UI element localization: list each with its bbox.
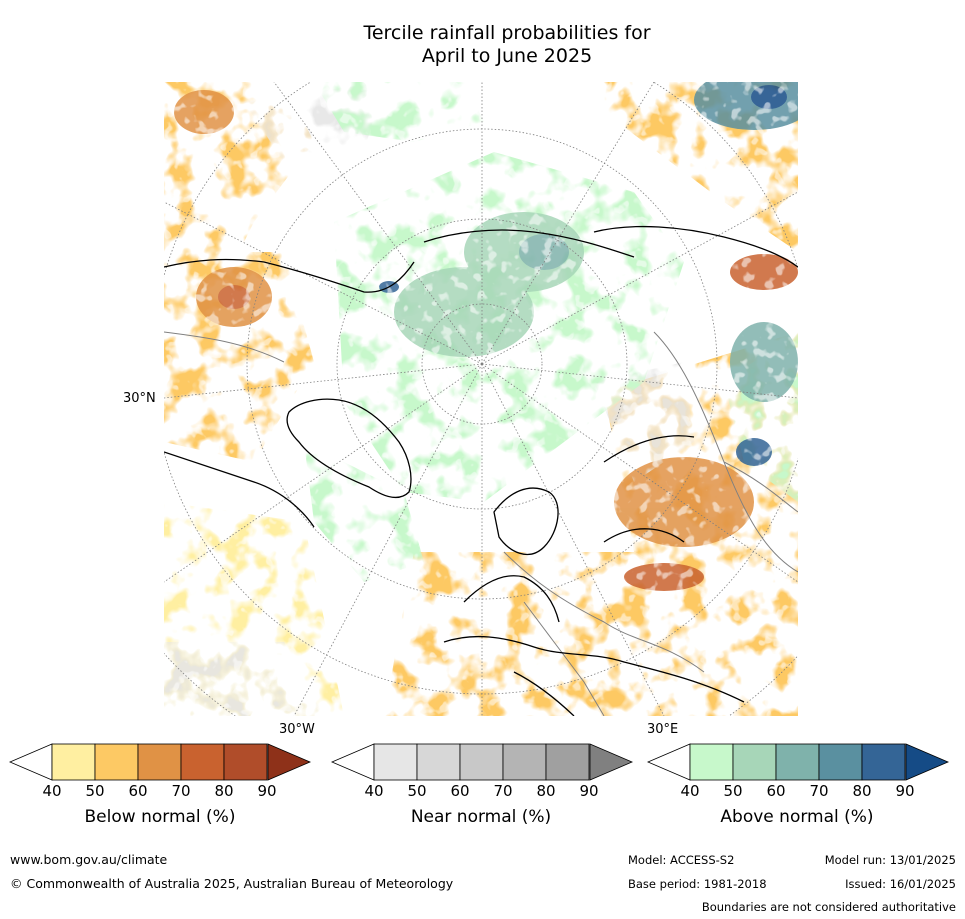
colorbar-above-title: Above normal (%) — [720, 807, 874, 827]
colorbar-segment — [373, 743, 418, 781]
tick: 90 — [257, 782, 277, 800]
base-period: Base period: 1981-2018 — [628, 877, 767, 891]
lon-label-30e: 30°E — [647, 722, 679, 737]
colorbar-segment — [223, 743, 268, 781]
map-title-line1: Tercile rainfall probabilities for — [363, 22, 651, 44]
colorbar-segment — [502, 743, 547, 781]
tick: 80 — [852, 782, 872, 800]
colorbar-segment — [689, 743, 734, 781]
tick: 80 — [214, 782, 234, 800]
colorbar-segment — [51, 743, 96, 781]
coastlines — [164, 225, 798, 716]
colorbar-near-normal — [330, 743, 634, 781]
speckle-texture — [164, 82, 798, 716]
colorbar-segment — [459, 743, 504, 781]
tick: 60 — [766, 782, 786, 800]
model-name: Model: ACCESS-S2 — [628, 853, 735, 867]
tick: 80 — [536, 782, 556, 800]
colorbar-segment — [94, 743, 139, 781]
colorbar-below-upper-arrow — [267, 743, 312, 781]
lat-label-30n: 30°N — [123, 391, 156, 406]
tick: 90 — [579, 782, 599, 800]
colorbar-segment — [775, 743, 820, 781]
tick: 60 — [450, 782, 470, 800]
colorbar-below-lower-arrow — [8, 743, 53, 781]
tick: 70 — [171, 782, 191, 800]
colorbar-below-normal — [8, 743, 312, 781]
issued-date: Issued: 16/01/2025 — [845, 877, 956, 891]
copyright-notice: © Commonwealth of Australia 2025, Austra… — [10, 876, 454, 891]
tick: 40 — [42, 782, 62, 800]
colorbar-near-lower-arrow — [330, 743, 375, 781]
lon-label-30w: 30°W — [279, 722, 315, 737]
tick: 50 — [723, 782, 743, 800]
colorbar-segment — [180, 743, 225, 781]
colorbar-segment — [137, 743, 182, 781]
colorbar-above-lower-arrow — [646, 743, 691, 781]
colorbar-near-upper-arrow — [589, 743, 634, 781]
colorbar-near-title: Near normal (%) — [410, 807, 552, 827]
colorbar-above-upper-arrow — [905, 743, 950, 781]
tick: 90 — [895, 782, 915, 800]
graticule — [164, 82, 798, 716]
colorbar-segment — [818, 743, 863, 781]
colorbar-segment — [732, 743, 777, 781]
colorbar-segment — [861, 743, 906, 781]
tick: 70 — [493, 782, 513, 800]
map-title-line2: April to June 2025 — [421, 45, 593, 67]
website-link[interactable]: www.bom.gov.au/climate — [10, 852, 168, 867]
colorbar-segment — [545, 743, 590, 781]
colorbar-above-normal — [646, 743, 950, 781]
country-borders — [164, 331, 798, 716]
model-run-date: Model run: 13/01/2025 — [824, 853, 956, 867]
tick: 70 — [809, 782, 829, 800]
polar-rainfall-map — [164, 82, 798, 716]
colorbar-segment — [416, 743, 461, 781]
tick: 50 — [407, 782, 427, 800]
boundaries-disclaimer: Boundaries are not considered authoritat… — [701, 900, 956, 914]
tick: 40 — [680, 782, 700, 800]
colorbar-below-title: Below normal (%) — [84, 807, 236, 827]
tick: 60 — [128, 782, 148, 800]
tick: 40 — [364, 782, 384, 800]
tick: 50 — [85, 782, 105, 800]
